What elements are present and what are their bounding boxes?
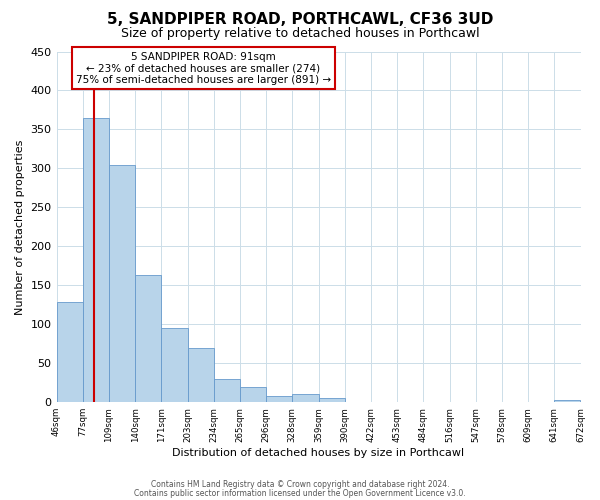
Text: 5 SANDPIPER ROAD: 91sqm
← 23% of detached houses are smaller (274)
75% of semi-d: 5 SANDPIPER ROAD: 91sqm ← 23% of detache… [76, 52, 331, 84]
Bar [266, 396, 292, 402]
X-axis label: Distribution of detached houses by size in Porthcawl: Distribution of detached houses by size … [172, 448, 464, 458]
Text: 5, SANDPIPER ROAD, PORTHCAWL, CF36 3UD: 5, SANDPIPER ROAD, PORTHCAWL, CF36 3UD [107, 12, 493, 28]
Bar [135, 275, 161, 402]
Bar [319, 398, 345, 402]
Bar [214, 379, 240, 402]
Bar [109, 164, 135, 402]
Bar [188, 348, 214, 402]
Bar [240, 386, 266, 402]
Bar [554, 400, 580, 402]
Bar [292, 394, 319, 402]
Bar [161, 328, 188, 402]
Bar [83, 118, 109, 402]
Text: Contains HM Land Registry data © Crown copyright and database right 2024.: Contains HM Land Registry data © Crown c… [151, 480, 449, 489]
Text: Size of property relative to detached houses in Porthcawl: Size of property relative to detached ho… [121, 28, 479, 40]
Y-axis label: Number of detached properties: Number of detached properties [15, 139, 25, 314]
Text: Contains public sector information licensed under the Open Government Licence v3: Contains public sector information licen… [134, 488, 466, 498]
Bar [56, 302, 83, 402]
